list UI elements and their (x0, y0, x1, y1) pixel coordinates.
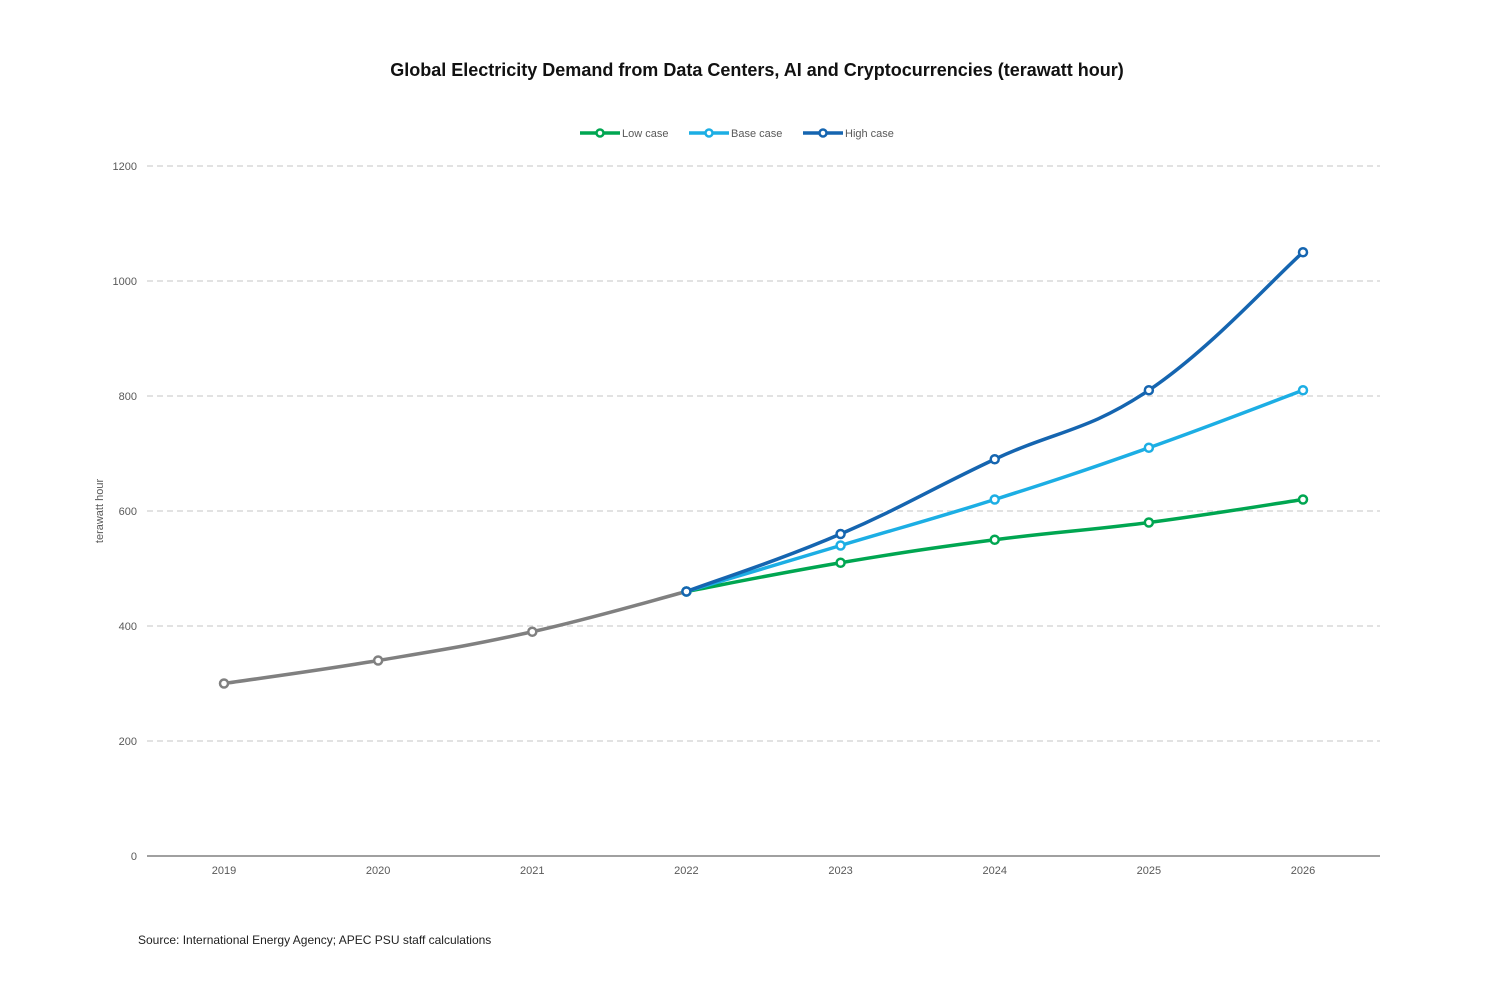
y-tick-label: 0 (131, 851, 137, 863)
y-tick-label: 600 (119, 506, 137, 518)
x-tick-label: 2022 (674, 865, 698, 877)
x-tick-label: 2020 (366, 865, 390, 877)
y-tick-label: 1000 (113, 276, 137, 288)
historical-series-point (372, 655, 384, 666)
x-tick-label: 2021 (520, 865, 544, 877)
y-tick-label: 1200 (113, 161, 137, 173)
high-case-series-point (989, 454, 1000, 465)
y-axis-title: terawatt hour (94, 479, 106, 544)
x-tick-label: 2019 (212, 865, 236, 877)
base-case-series-point (835, 540, 846, 551)
y-tick-label: 800 (119, 391, 137, 403)
x-axis-ticks: 2019 2020 2021 2022 2023 2024 2025 2026 (212, 865, 1315, 877)
historical-series-point (218, 678, 230, 689)
legend-marker-high-case (818, 128, 828, 138)
low-case-series-line (684, 497, 1305, 594)
legend-label-base-case: Base case (731, 128, 782, 140)
x-tick-label: 2023 (828, 865, 852, 877)
x-tick-label: 2024 (982, 865, 1006, 877)
legend: Low case Base case High case (580, 128, 894, 140)
high-case-series-point (681, 586, 692, 597)
base-case-series-line (684, 388, 1305, 594)
historical-series-point (527, 626, 538, 637)
low-case-series-point (1143, 517, 1155, 528)
high-case-series-point (1297, 247, 1309, 258)
historical-series-line (222, 589, 689, 686)
series-lines (218, 247, 1309, 689)
base-case-series-point (989, 494, 1000, 505)
source-note: Source: International Energy Agency; APE… (138, 933, 492, 947)
y-axis-ticks: 0 200 400 600 800 1000 1200 (113, 161, 137, 863)
gridlines (147, 165, 1380, 742)
chart-title: Global Electricity Demand from Data Cent… (390, 60, 1124, 80)
legend-label-high-case: High case (845, 128, 894, 140)
legend-label-low-case: Low case (622, 128, 668, 140)
y-tick-label: 400 (119, 621, 137, 633)
legend-marker-low-case (595, 128, 605, 138)
y-tick-label: 200 (119, 736, 137, 748)
low-case-series-point (989, 534, 1000, 545)
x-tick-label: 2025 (1137, 865, 1161, 877)
base-case-series-point (1297, 385, 1309, 396)
base-case-series-point (1143, 442, 1155, 453)
x-tick-label: 2026 (1291, 865, 1315, 877)
low-case-series-point (835, 557, 846, 568)
low-case-series-point (1297, 494, 1309, 505)
high-case-series-point (1143, 385, 1155, 396)
legend-marker-base-case (704, 128, 714, 138)
high-case-series-point (835, 528, 846, 540)
